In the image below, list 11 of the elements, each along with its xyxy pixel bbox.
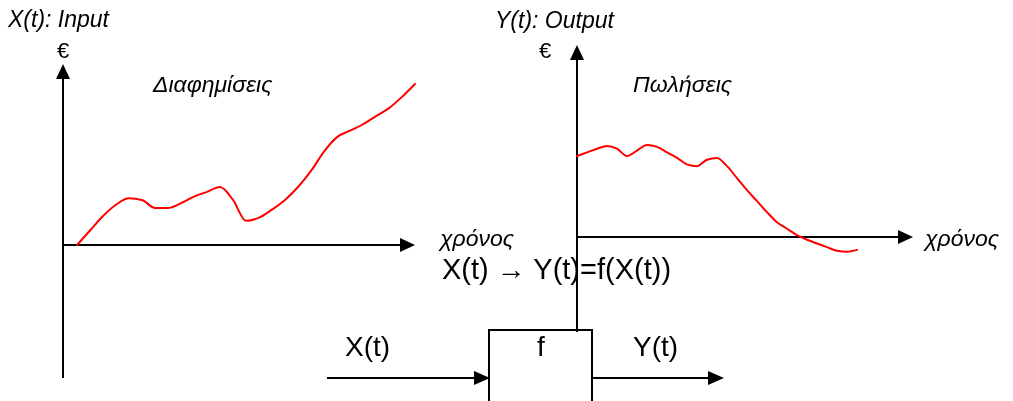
y-axis-title: € <box>538 38 552 63</box>
chart-title: Y(t): Output <box>495 7 616 33</box>
text: X(t) <box>345 331 391 362</box>
text: Διαφημίσεις <box>152 71 274 97</box>
x-axis-title: χρόνος <box>923 225 1000 251</box>
text: Y(t) <box>633 331 679 362</box>
text: Πωλήσεις <box>633 71 733 97</box>
chart-title: X(t): Input <box>7 6 111 32</box>
x-axis-title: χρόνος <box>438 225 515 251</box>
y-axis-title: € <box>56 38 70 63</box>
text: f <box>537 331 546 362</box>
